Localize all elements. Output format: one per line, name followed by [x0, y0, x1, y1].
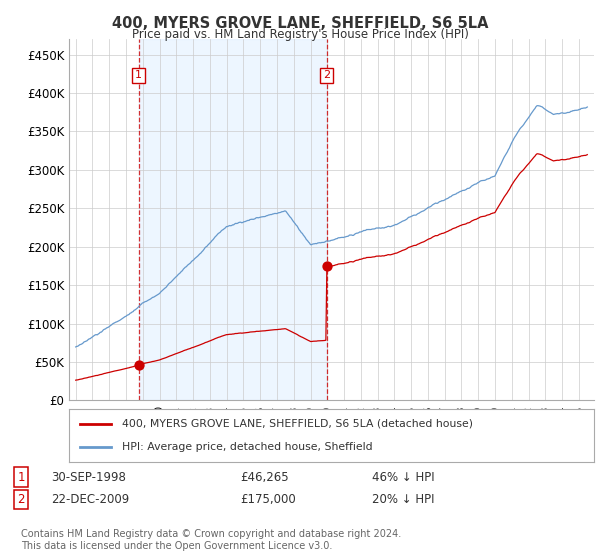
Text: 2: 2: [323, 71, 331, 80]
Text: 1: 1: [135, 71, 142, 80]
Text: Price paid vs. HM Land Registry's House Price Index (HPI): Price paid vs. HM Land Registry's House …: [131, 28, 469, 41]
Text: £175,000: £175,000: [240, 493, 296, 506]
Text: Contains HM Land Registry data © Crown copyright and database right 2024.
This d: Contains HM Land Registry data © Crown c…: [21, 529, 401, 551]
Text: 30-SEP-1998: 30-SEP-1998: [51, 470, 126, 484]
Text: 2: 2: [17, 493, 25, 506]
Text: 1: 1: [17, 470, 25, 484]
Point: [322, 262, 332, 270]
Text: £46,265: £46,265: [240, 470, 289, 484]
Text: 400, MYERS GROVE LANE, SHEFFIELD, S6 5LA (detached house): 400, MYERS GROVE LANE, SHEFFIELD, S6 5LA…: [121, 419, 473, 429]
Text: 46% ↓ HPI: 46% ↓ HPI: [372, 470, 434, 484]
Bar: [139, 39, 327, 400]
Point: [134, 361, 143, 370]
Text: 400, MYERS GROVE LANE, SHEFFIELD, S6 5LA: 400, MYERS GROVE LANE, SHEFFIELD, S6 5LA: [112, 16, 488, 31]
Text: 22-DEC-2009: 22-DEC-2009: [51, 493, 129, 506]
Text: HPI: Average price, detached house, Sheffield: HPI: Average price, detached house, Shef…: [121, 442, 372, 452]
Text: 20% ↓ HPI: 20% ↓ HPI: [372, 493, 434, 506]
